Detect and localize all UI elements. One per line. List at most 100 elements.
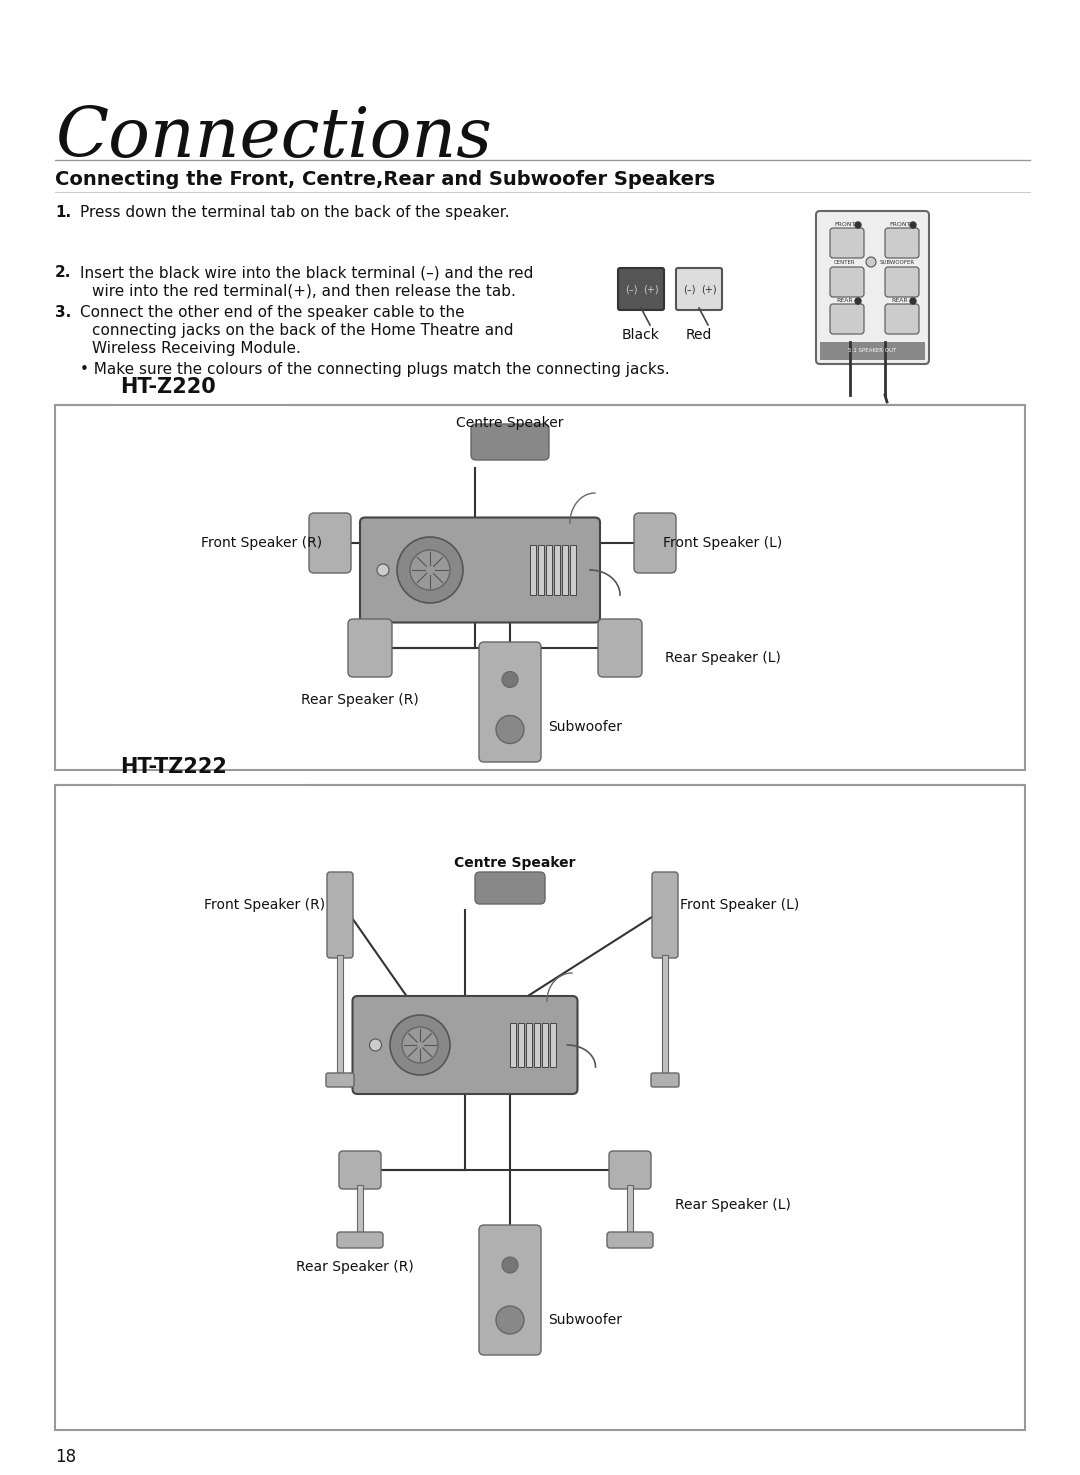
Bar <box>570 544 576 594</box>
Text: wire into the red terminal(+), and then release the tab.: wire into the red terminal(+), and then … <box>92 283 516 298</box>
FancyBboxPatch shape <box>618 268 664 310</box>
Text: • Make sure the colours of the connecting plugs match the connecting jacks.: • Make sure the colours of the connectin… <box>80 361 670 378</box>
Text: (+): (+) <box>644 285 659 294</box>
Text: Front Speaker (R): Front Speaker (R) <box>204 898 325 912</box>
Circle shape <box>866 257 876 267</box>
Text: Black: Black <box>622 327 660 342</box>
Bar <box>542 1024 548 1066</box>
Text: connecting jacks on the back of the Home Theatre and: connecting jacks on the back of the Home… <box>92 323 513 338</box>
Text: Insert the black wire into the black terminal (–) and the red: Insert the black wire into the black ter… <box>80 266 534 280</box>
FancyBboxPatch shape <box>885 229 919 258</box>
FancyBboxPatch shape <box>676 268 723 310</box>
FancyBboxPatch shape <box>360 518 600 622</box>
Circle shape <box>502 671 518 687</box>
Circle shape <box>390 1015 450 1075</box>
Bar <box>554 544 561 594</box>
Text: 1.: 1. <box>55 205 71 220</box>
FancyBboxPatch shape <box>309 513 351 572</box>
FancyBboxPatch shape <box>634 513 676 572</box>
Bar <box>662 954 669 1075</box>
Circle shape <box>502 1257 518 1273</box>
Bar <box>530 544 536 594</box>
Text: Press down the terminal tab on the back of the speaker.: Press down the terminal tab on the back … <box>80 205 510 220</box>
Text: Subwoofer: Subwoofer <box>548 720 622 735</box>
Text: FRONT: FRONT <box>834 223 855 227</box>
Text: 2.: 2. <box>55 266 71 280</box>
Text: 5.1 SPEAKER OUT: 5.1 SPEAKER OUT <box>849 348 896 354</box>
Circle shape <box>496 1305 524 1333</box>
Text: REAR: REAR <box>837 298 853 304</box>
Circle shape <box>397 537 463 603</box>
Bar <box>518 1024 524 1066</box>
Circle shape <box>855 298 861 304</box>
Bar <box>820 342 924 360</box>
Text: (+): (+) <box>701 285 717 294</box>
Text: REAR: REAR <box>892 298 908 304</box>
FancyBboxPatch shape <box>480 1226 541 1356</box>
Bar <box>546 544 552 594</box>
Bar <box>510 1024 516 1066</box>
Text: Rear Speaker (L): Rear Speaker (L) <box>665 650 781 665</box>
Circle shape <box>496 715 524 743</box>
Bar <box>562 544 568 594</box>
Bar <box>55 406 1025 770</box>
FancyBboxPatch shape <box>598 620 642 677</box>
Text: Front Speaker (L): Front Speaker (L) <box>663 535 782 550</box>
FancyBboxPatch shape <box>471 423 549 460</box>
Text: Red: Red <box>686 327 712 342</box>
Bar <box>357 1184 363 1235</box>
FancyBboxPatch shape <box>885 267 919 296</box>
Circle shape <box>369 1038 381 1052</box>
Bar <box>538 544 544 594</box>
Text: Subwoofer: Subwoofer <box>548 1313 622 1328</box>
Circle shape <box>910 298 916 304</box>
FancyBboxPatch shape <box>326 1072 354 1087</box>
FancyBboxPatch shape <box>475 872 545 904</box>
Bar <box>526 1024 532 1066</box>
Text: Centre Speaker: Centre Speaker <box>456 416 564 431</box>
Bar <box>534 1024 540 1066</box>
FancyBboxPatch shape <box>831 267 864 296</box>
FancyBboxPatch shape <box>831 229 864 258</box>
Text: HT-TZ222: HT-TZ222 <box>120 757 227 777</box>
FancyBboxPatch shape <box>337 1232 383 1248</box>
Circle shape <box>910 223 916 229</box>
Text: 3.: 3. <box>55 305 71 320</box>
FancyBboxPatch shape <box>480 642 541 763</box>
Text: Connect the other end of the speaker cable to the: Connect the other end of the speaker cab… <box>80 305 464 320</box>
Text: 18: 18 <box>55 1448 76 1466</box>
Text: Connecting the Front, Centre,Rear and Subwoofer Speakers: Connecting the Front, Centre,Rear and Su… <box>55 170 715 189</box>
Text: Wireless Receiving Module.: Wireless Receiving Module. <box>92 341 301 355</box>
FancyBboxPatch shape <box>816 211 929 364</box>
FancyBboxPatch shape <box>348 620 392 677</box>
Text: Front Speaker (R): Front Speaker (R) <box>201 535 322 550</box>
FancyBboxPatch shape <box>327 872 353 957</box>
FancyBboxPatch shape <box>609 1150 651 1189</box>
Text: Front Speaker (L): Front Speaker (L) <box>680 898 799 912</box>
Text: Rear Speaker (R): Rear Speaker (R) <box>296 1260 414 1274</box>
FancyBboxPatch shape <box>352 996 578 1094</box>
Text: SUBWOOFER: SUBWOOFER <box>879 260 915 264</box>
Circle shape <box>402 1027 438 1063</box>
Text: Rear Speaker (R): Rear Speaker (R) <box>301 693 419 707</box>
Bar <box>337 954 343 1075</box>
FancyBboxPatch shape <box>339 1150 381 1189</box>
Circle shape <box>410 550 450 590</box>
FancyBboxPatch shape <box>607 1232 653 1248</box>
Bar <box>627 1184 633 1235</box>
Text: Rear Speaker (L): Rear Speaker (L) <box>675 1198 791 1212</box>
Text: Connections: Connections <box>55 105 491 173</box>
Text: (–): (–) <box>683 285 696 294</box>
Circle shape <box>377 563 389 577</box>
FancyBboxPatch shape <box>651 1072 679 1087</box>
FancyBboxPatch shape <box>652 872 678 957</box>
Text: (–): (–) <box>624 285 637 294</box>
Text: HT-Z220: HT-Z220 <box>120 378 216 397</box>
Text: CENTER: CENTER <box>834 260 855 264</box>
Bar <box>55 785 1025 1429</box>
Text: Centre Speaker: Centre Speaker <box>455 855 576 870</box>
FancyBboxPatch shape <box>831 304 864 333</box>
Bar <box>550 1024 556 1066</box>
Circle shape <box>855 223 861 229</box>
FancyBboxPatch shape <box>885 304 919 333</box>
